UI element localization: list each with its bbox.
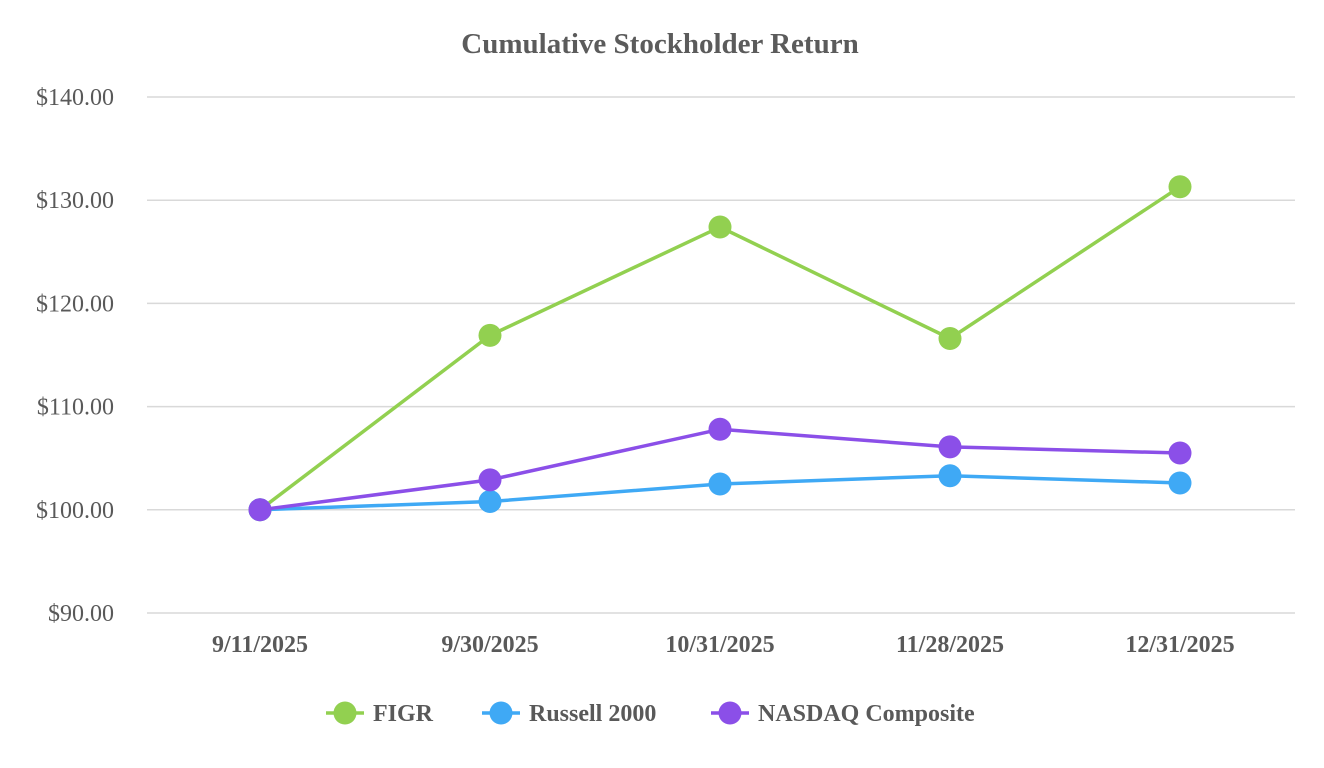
data-point xyxy=(1168,175,1192,199)
y-tick-label: $100.00 xyxy=(36,498,114,524)
y-axis-ticks: $90.00 $100.00 $110.00 $120.00 $130.00 $140.0… xyxy=(36,85,114,627)
y-tick-label: $140.00 xyxy=(36,85,114,111)
data-point xyxy=(478,323,502,347)
y-tick-label: $120.00 xyxy=(36,291,114,317)
x-tick-label: 11/28/2025 xyxy=(896,632,1004,658)
legend-label: Russell 2000 xyxy=(529,701,656,727)
data-point xyxy=(708,417,732,441)
series-lines xyxy=(248,175,1192,522)
data-point xyxy=(938,435,962,459)
legend-swatch-marker xyxy=(333,701,357,725)
x-tick-label: 12/31/2025 xyxy=(1125,632,1234,658)
legend-swatch-marker xyxy=(718,701,742,725)
x-axis-ticks: 9/11/2025 9/30/2025 10/31/2025 11/28/2025 12… xyxy=(212,632,1235,658)
legend-item: FIGR xyxy=(326,701,434,727)
data-point xyxy=(938,326,962,350)
data-point xyxy=(478,490,502,514)
data-point xyxy=(708,472,732,496)
data-point xyxy=(938,464,962,488)
x-tick-label: 9/30/2025 xyxy=(441,632,538,658)
data-point xyxy=(708,215,732,239)
legend-item: NASDAQ Composite xyxy=(711,701,975,727)
legend-swatch-marker xyxy=(489,701,513,725)
legend-label: NASDAQ Composite xyxy=(758,701,975,727)
data-point xyxy=(248,498,272,522)
x-tick-label: 9/11/2025 xyxy=(212,632,308,658)
gridlines xyxy=(147,96,1295,614)
data-point xyxy=(1168,441,1192,465)
y-tick-label: $110.00 xyxy=(37,395,114,421)
y-tick-label: $90.00 xyxy=(48,601,114,627)
y-tick-label: $130.00 xyxy=(36,188,114,214)
legend-item: Russell 2000 xyxy=(482,701,656,727)
chart-title: Cumulative Stockholder Return xyxy=(461,28,858,60)
legend-label: FIGR xyxy=(373,701,434,727)
data-point xyxy=(1168,471,1192,495)
series-nasdaq-composite xyxy=(248,417,1192,522)
legend: FIGR Russell 2000 NASDAQ Composite xyxy=(326,701,975,727)
series-figr xyxy=(248,175,1192,522)
x-tick-label: 10/31/2025 xyxy=(665,632,774,658)
series-line xyxy=(259,427,1181,512)
data-point xyxy=(478,468,502,492)
